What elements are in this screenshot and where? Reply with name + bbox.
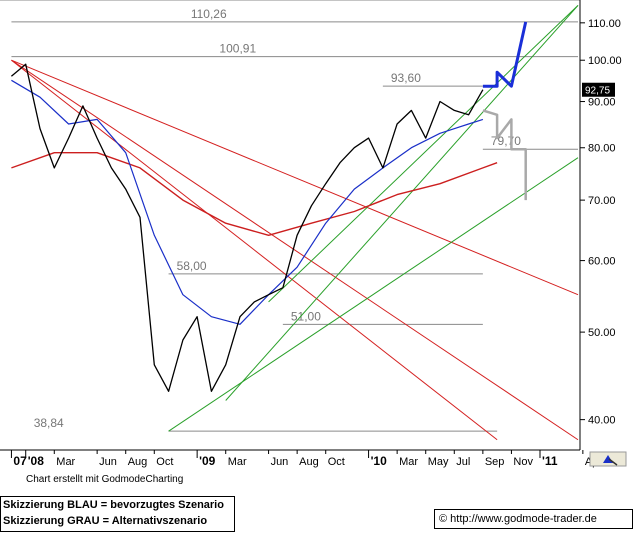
scenario-sketches [482, 21, 528, 201]
level-label: 93,60 [391, 71, 421, 85]
x-tick-label: Jun [99, 456, 117, 468]
red-trendline [11, 59, 579, 296]
x-tick-label: Oct [156, 456, 173, 468]
current-price-label: 92,75 [585, 86, 610, 97]
scenario-gray-line [482, 109, 527, 201]
chart-credit: Chart erstellt mit GodmodeCharting [26, 474, 184, 485]
x-tick-label: Aug [299, 456, 319, 468]
x-tick-label: '09 [199, 454, 216, 468]
level-label: 79,70 [491, 134, 521, 148]
green-trendline [268, 5, 579, 303]
scenario-blue-line [482, 21, 528, 88]
red-trendline [11, 59, 579, 441]
x-tick-label: Mar [228, 456, 247, 468]
price-series [10, 63, 484, 392]
legend-box: Skizzierung BLAU = bevorzugtes Szenario … [0, 496, 235, 532]
x-tick-label: Sep [485, 456, 505, 468]
y-tick-label: 80.00 [588, 143, 616, 155]
y-tick-label: 100.00 [588, 55, 622, 67]
level-label: 51,00 [291, 309, 321, 323]
scroll-handle-icon [608, 458, 618, 466]
price-line [10, 63, 484, 392]
y-tick-label: 70.00 [588, 195, 616, 207]
moving-averages [11, 79, 498, 325]
y-tick-label: 110.00 [588, 18, 621, 30]
x-tick-label: Jun [271, 456, 289, 468]
green-trendline [168, 157, 579, 432]
x-tick-label: Aug [128, 456, 148, 468]
x-tick-label: '10 [371, 454, 388, 468]
legend-line-blue: Skizzierung BLAU = bevorzugtes Szenario [3, 499, 224, 511]
level-label: 38,84 [34, 416, 64, 430]
legend-line-gray: Skizzierung GRAU = Alternativszenario [3, 515, 208, 527]
level-label: 100,91 [219, 42, 256, 56]
x-axis: 07'08 Mar Jun Aug Oct '09 Mar Jun Aug Oct '10 Mar Ma… [10, 450, 602, 468]
current-price-box [582, 82, 615, 97]
level-label: 58,00 [177, 259, 207, 273]
x-tick-label: Oct [328, 456, 345, 468]
y-tick-label: 60.00 [588, 256, 616, 268]
level-label: 110,26 [191, 7, 227, 21]
x-tick-label: Mar [56, 456, 75, 468]
x-tick-label: '08 [28, 454, 45, 468]
x-tick-label: 07 [13, 454, 27, 468]
x-tick-label: May [428, 456, 449, 468]
y-tick-label: 40.00 [588, 415, 616, 427]
green-trendline [225, 5, 579, 401]
y-axis: 40.00 50.00 60.00 70.00 80.00 90.00 100.00 110.… [580, 18, 622, 427]
source-link[interactable]: © http://www.godmode-trader.de [434, 509, 633, 529]
x-tick-label: '11 [542, 454, 558, 468]
y-tick-label: 50.00 [588, 327, 616, 339]
y-tick-label: 90.00 [588, 97, 616, 109]
current-price-tag: 92,75 [582, 82, 615, 97]
x-tick-label: Mar [399, 456, 418, 468]
x-tick-label: Jul [456, 456, 470, 468]
horizontal-levels: 110,26 100,91 93,60 79,70 58,00 51,00 38,84 [11, 7, 578, 432]
ma-red-line [11, 151, 498, 237]
ma-blue-line [11, 79, 484, 325]
x-tick-label: Nov [513, 456, 533, 468]
red-trendline [11, 59, 498, 441]
trendlines [11, 5, 579, 441]
